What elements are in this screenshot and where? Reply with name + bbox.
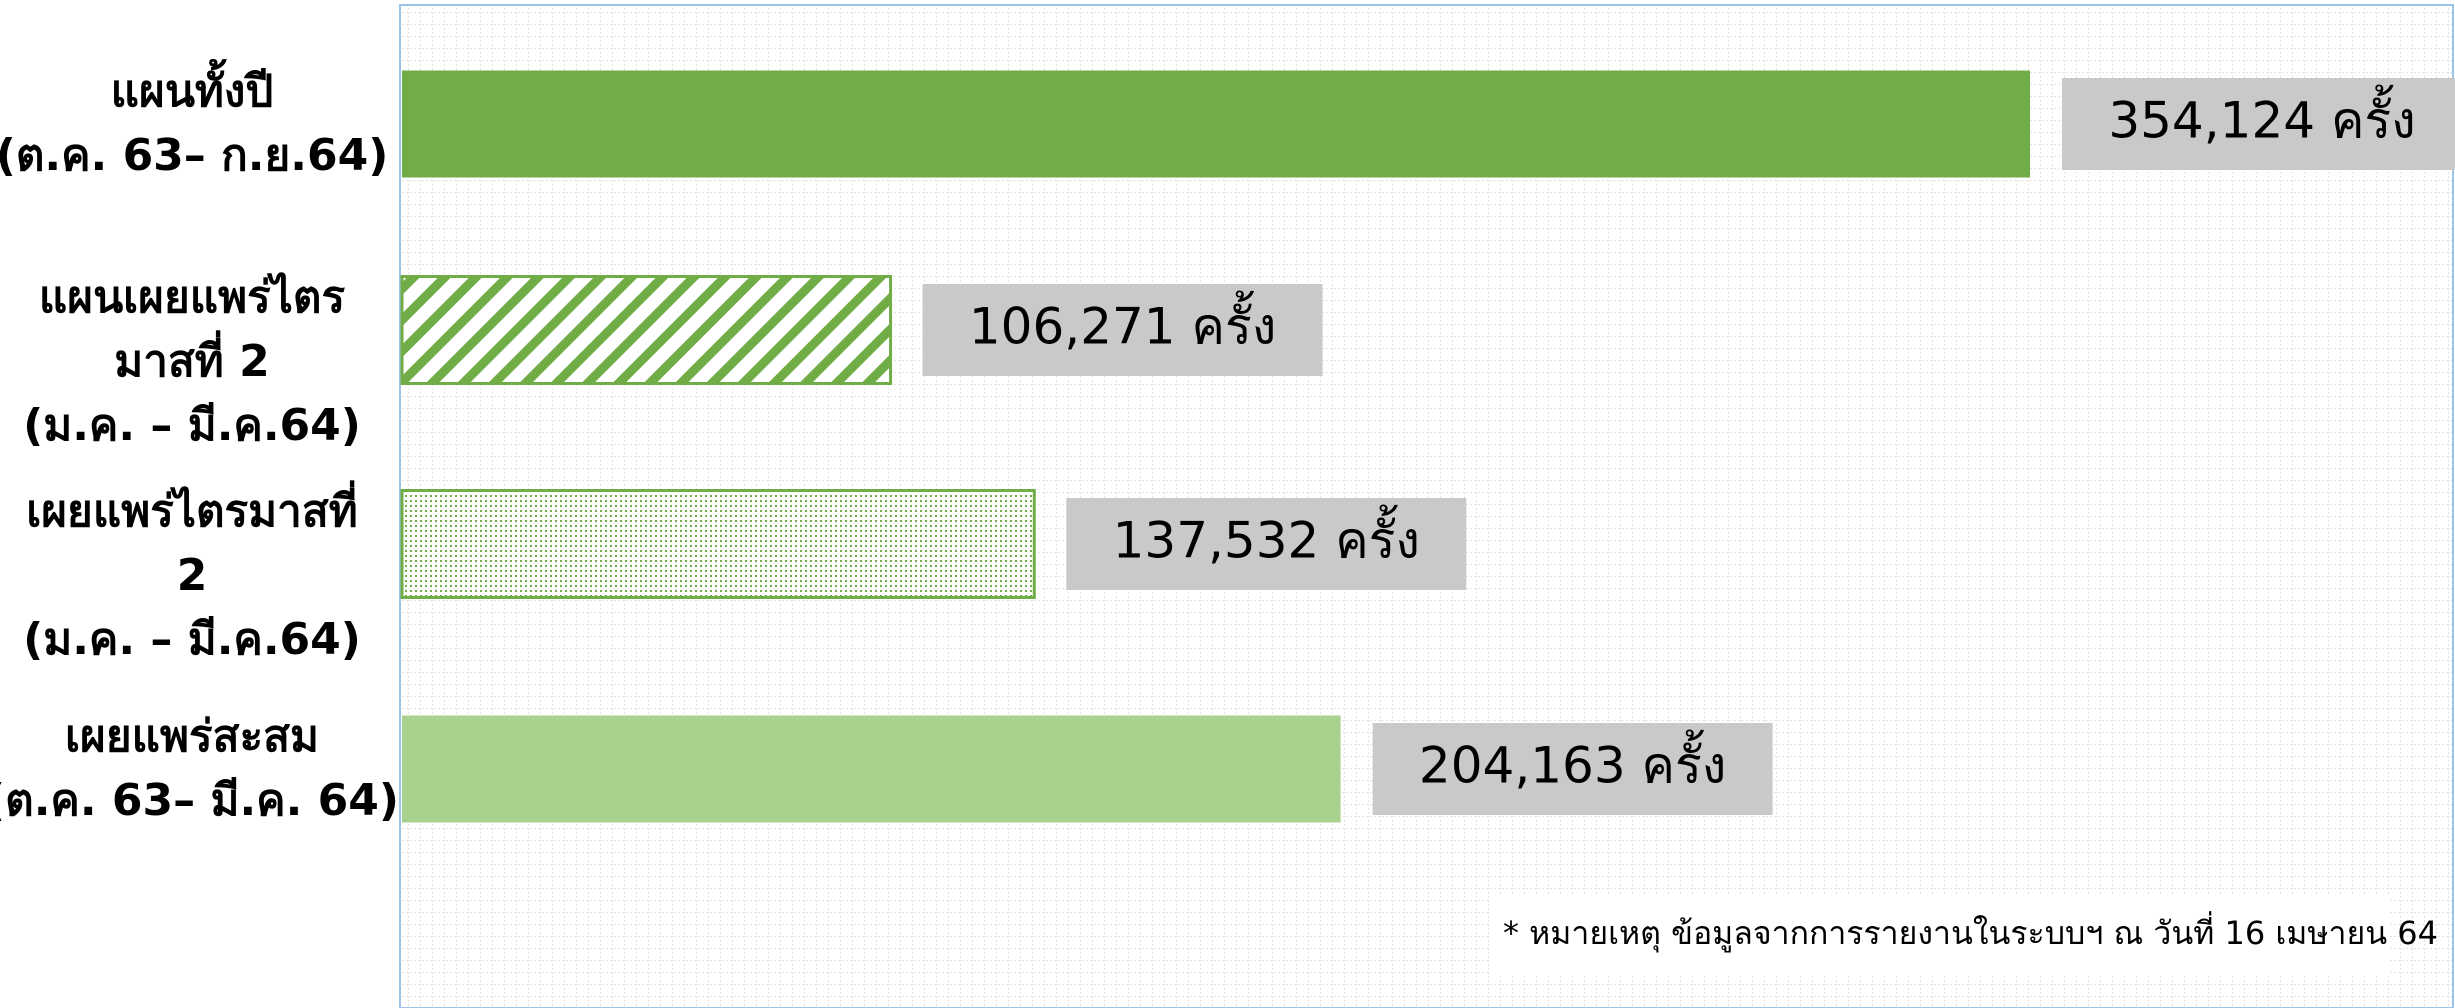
value-label-box [2062, 78, 2455, 170]
bar [400, 275, 893, 385]
bar [402, 70, 2030, 178]
bar [400, 489, 1036, 599]
value-label-box [1066, 498, 1467, 590]
value-label: 204,163 ครั้ง [1419, 730, 1726, 795]
category-label: แผนทั้งปี(ต.ค. 63– ก.ย.64) [0, 58, 388, 181]
value-label: 137,532 ครั้ง [1113, 505, 1420, 570]
bar [402, 715, 1341, 823]
value-label-box [922, 284, 1323, 376]
category-label: แผนเผยแพร่ไตรมาสที่ 2 (ม.ค. – มี.ค.64) [23, 271, 361, 451]
annotation: * หมายเหตุ ข้อมูลจากการรายงานในระบบฯ ณ ว… [1503, 911, 2438, 953]
note-box [1490, 895, 2390, 975]
category-label: เผยแพร่สะสม(ต.ค. 63– มี.ค. 64) [0, 711, 399, 826]
value-label: 106,271 ครั้ง [969, 291, 1276, 356]
value-label: 354,124 ครั้ง [2108, 85, 2415, 150]
category-label: เผยแพร่ไตรมาสที่ 2 (ม.ค. – มี.ค.64) [23, 480, 361, 665]
value-label-box [1372, 723, 1773, 815]
